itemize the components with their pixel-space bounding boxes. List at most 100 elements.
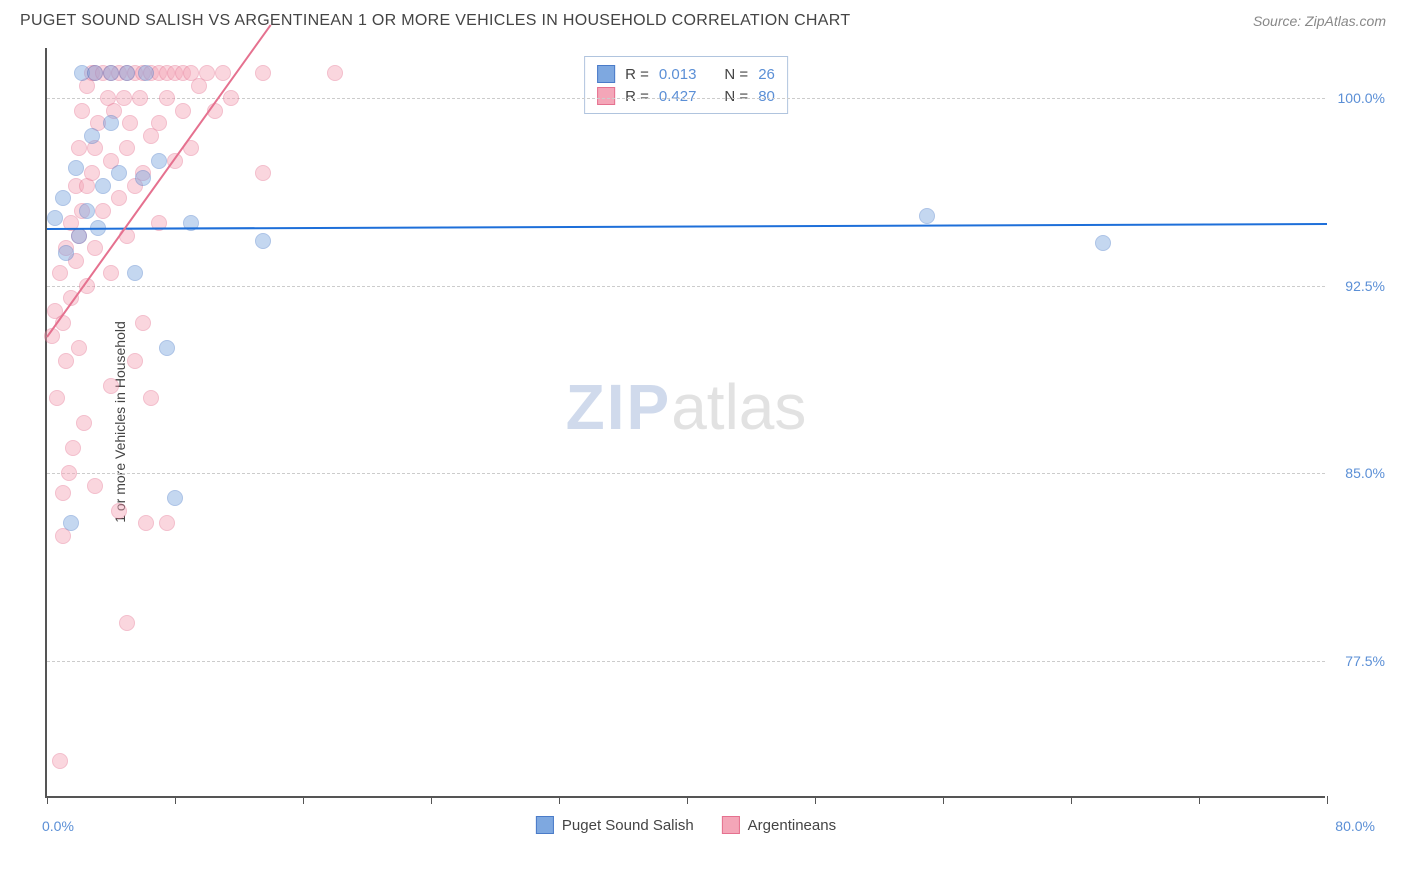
data-point	[132, 90, 148, 106]
data-point	[74, 103, 90, 119]
watermark: ZIPatlas	[566, 370, 807, 444]
data-point	[103, 115, 119, 131]
x-tick	[175, 796, 176, 804]
data-point	[119, 65, 135, 81]
data-point	[87, 478, 103, 494]
y-tick-label: 100.0%	[1338, 90, 1385, 106]
data-point	[255, 165, 271, 181]
data-point	[138, 515, 154, 531]
legend-swatch	[597, 65, 615, 83]
data-point	[84, 128, 100, 144]
data-point	[223, 90, 239, 106]
watermark-atlas: atlas	[671, 371, 806, 443]
x-tick	[303, 796, 304, 804]
data-point	[151, 153, 167, 169]
x-tick	[47, 796, 48, 804]
source-attribution: Source: ZipAtlas.com	[1253, 13, 1386, 29]
data-point	[135, 170, 151, 186]
x-axis-min-label: 0.0%	[42, 818, 74, 834]
x-tick	[1199, 796, 1200, 804]
y-tick-label: 92.5%	[1345, 278, 1385, 294]
data-point	[1095, 235, 1111, 251]
data-point	[65, 440, 81, 456]
data-point	[95, 178, 111, 194]
x-axis-max-label: 80.0%	[1335, 818, 1375, 834]
data-point	[58, 245, 74, 261]
stats-legend: R =0.013N =26R =0.427N =80	[584, 56, 788, 114]
data-point	[52, 753, 68, 769]
legend-label: Argentineans	[748, 817, 836, 834]
data-point	[87, 65, 103, 81]
stats-row: R = 0.013 N = 26	[597, 63, 775, 85]
data-point	[55, 485, 71, 501]
watermark-zip: ZIP	[566, 371, 672, 443]
data-point	[135, 315, 151, 331]
legend-swatch	[722, 816, 740, 834]
legend-item: Argentineans	[722, 816, 836, 834]
data-point	[159, 340, 175, 356]
data-point	[71, 340, 87, 356]
legend-label: Puget Sound Salish	[562, 817, 694, 834]
y-axis-title: 1 or more Vehicles in Household	[112, 321, 128, 523]
data-point	[151, 115, 167, 131]
legend-item: Puget Sound Salish	[536, 816, 694, 834]
r-value: 0.013	[659, 66, 697, 83]
x-tick	[1071, 796, 1072, 804]
r-label: R =	[625, 88, 649, 105]
data-point	[103, 65, 119, 81]
data-point	[215, 65, 231, 81]
data-point	[76, 415, 92, 431]
data-point	[159, 90, 175, 106]
data-point	[255, 65, 271, 81]
n-value: 26	[758, 66, 775, 83]
data-point	[52, 265, 68, 281]
grid-line	[47, 473, 1325, 474]
stats-row: R =0.427N =80	[597, 85, 775, 107]
data-point	[111, 503, 127, 519]
data-point	[119, 615, 135, 631]
data-point	[116, 90, 132, 106]
plot-area: ZIPatlas R =0.013N =26R =0.427N =80 1 or…	[45, 48, 1325, 798]
n-value: 80	[758, 88, 775, 105]
data-point	[58, 353, 74, 369]
data-point	[111, 190, 127, 206]
grid-line	[47, 661, 1325, 662]
data-point	[175, 103, 191, 119]
data-point	[127, 265, 143, 281]
x-tick	[943, 796, 944, 804]
data-point	[68, 160, 84, 176]
y-tick-label: 85.0%	[1345, 465, 1385, 481]
data-point	[49, 390, 65, 406]
data-point	[255, 233, 271, 249]
data-point	[199, 65, 215, 81]
r-value: 0.427	[659, 88, 697, 105]
data-point	[122, 115, 138, 131]
data-point	[327, 65, 343, 81]
legend-swatch	[597, 87, 615, 105]
x-tick	[687, 796, 688, 804]
n-label: N =	[724, 66, 748, 83]
x-tick	[1327, 796, 1328, 804]
data-point	[79, 203, 95, 219]
grid-line	[47, 286, 1325, 287]
x-tick	[815, 796, 816, 804]
data-point	[47, 210, 63, 226]
data-point	[138, 65, 154, 81]
data-point	[103, 378, 119, 394]
data-point	[71, 140, 87, 156]
data-point	[919, 208, 935, 224]
data-point	[167, 490, 183, 506]
legend-swatch	[536, 816, 554, 834]
data-point	[55, 190, 71, 206]
data-point	[143, 390, 159, 406]
data-point	[127, 353, 143, 369]
bottom-legend: Puget Sound Salish Argentineans	[536, 816, 836, 834]
data-point	[103, 265, 119, 281]
x-tick	[559, 796, 560, 804]
chart-container: ZIPatlas R =0.013N =26R =0.427N =80 1 or…	[45, 48, 1385, 828]
data-point	[119, 140, 135, 156]
x-tick	[431, 796, 432, 804]
data-point	[95, 203, 111, 219]
data-point	[63, 515, 79, 531]
r-label: R =	[625, 66, 649, 83]
